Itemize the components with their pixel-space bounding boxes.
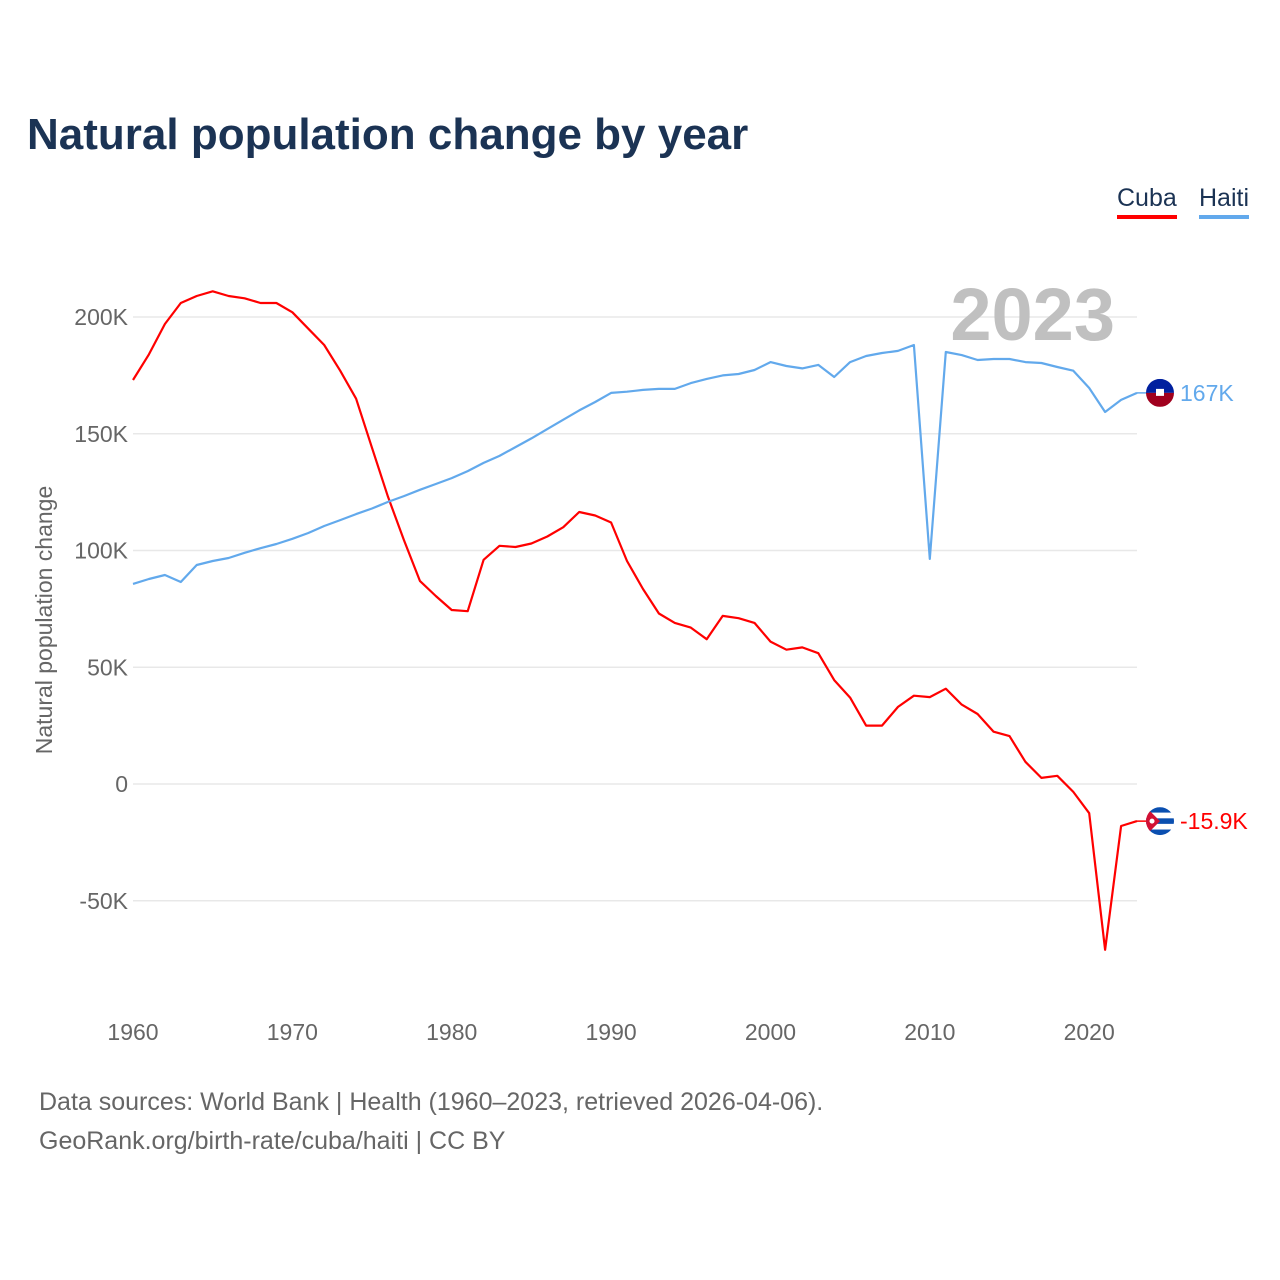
flag-stripe xyxy=(1146,807,1174,813)
y-tick-label: 0 xyxy=(115,771,128,797)
x-tick-label: 1970 xyxy=(267,1019,318,1045)
source-text: Data sources: World Bank | Health (1960–… xyxy=(39,1088,824,1116)
legend-cuba[interactable]: Cuba xyxy=(1117,184,1177,219)
x-tick-label: 2020 xyxy=(1064,1019,1115,1045)
y-tick-label: 200K xyxy=(74,304,128,330)
end-value-label: 167K xyxy=(1180,380,1234,406)
legend-haiti[interactable]: Haiti xyxy=(1199,184,1250,219)
series-line-haiti xyxy=(132,343,1138,585)
haiti-flag-icon xyxy=(1146,378,1174,407)
y-axis-label: Natural population change xyxy=(31,486,57,755)
x-tick-label: 2000 xyxy=(745,1019,796,1045)
x-tick-label: 2010 xyxy=(904,1019,955,1045)
y-tick-label: 50K xyxy=(87,654,129,680)
flag-body xyxy=(1146,378,1174,407)
y-tick-label: -50K xyxy=(79,888,128,914)
chart-title: Natural population change by year xyxy=(27,110,749,159)
x-tick-label: 1990 xyxy=(586,1019,637,1045)
x-tick-label: 1960 xyxy=(107,1019,158,1045)
year-watermark: 2023 xyxy=(950,273,1115,356)
y-tick-label: 100K xyxy=(74,538,128,564)
flag-stripe xyxy=(1146,812,1174,819)
y-tick-label: 150K xyxy=(74,421,128,447)
flag-stripe xyxy=(1146,823,1174,830)
flag-stripe xyxy=(1146,829,1174,836)
x-tick-label: 1980 xyxy=(426,1019,477,1045)
flag-body xyxy=(1146,807,1174,836)
flag-top xyxy=(1146,378,1174,393)
flag-bottom xyxy=(1146,392,1174,407)
flag-emblem xyxy=(1156,388,1164,396)
flag-stripe xyxy=(1146,818,1174,824)
flag-star xyxy=(1149,818,1155,824)
series-line-cuba xyxy=(132,290,1138,951)
source-link[interactable]: GeoRank.org/birth-rate/cuba/haiti | CC B… xyxy=(39,1127,506,1155)
cuba-flag-icon xyxy=(1146,807,1174,836)
end-value-label: -15.9K xyxy=(1180,808,1248,834)
